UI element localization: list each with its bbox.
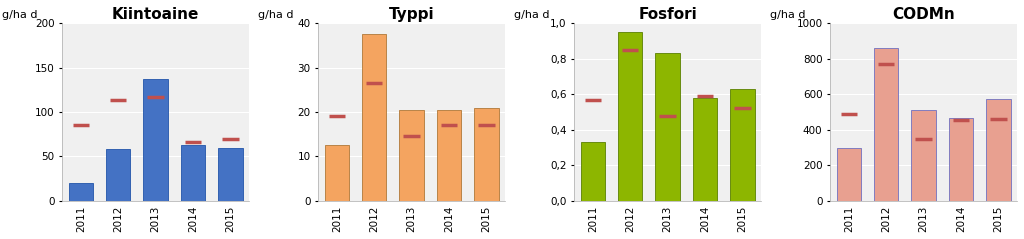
Title: CODMn: CODMn [892, 7, 955, 22]
Bar [362, 34, 386, 201]
Title: Typpi: Typpi [389, 7, 434, 22]
Bar [474, 108, 499, 201]
Bar [143, 79, 168, 201]
Bar [325, 145, 349, 201]
Bar [581, 142, 605, 201]
Bar [693, 98, 717, 201]
Text: g/ha d: g/ha d [770, 10, 806, 20]
Bar [655, 53, 680, 201]
Bar [837, 147, 861, 201]
Bar [949, 118, 973, 201]
Bar [986, 99, 1011, 201]
Bar [618, 32, 642, 201]
Text: g/ha d: g/ha d [2, 10, 38, 20]
Bar [911, 110, 936, 201]
Bar [218, 148, 243, 201]
Bar [437, 110, 461, 201]
Bar [181, 145, 205, 201]
Bar [69, 183, 93, 201]
Title: Kiintoaine: Kiintoaine [112, 7, 200, 22]
Text: g/ha d: g/ha d [258, 10, 294, 20]
Bar [874, 48, 898, 201]
Text: g/ha d: g/ha d [514, 10, 550, 20]
Bar [399, 110, 424, 201]
Title: Fosfori: Fosfori [638, 7, 697, 22]
Bar [730, 89, 755, 201]
Bar [106, 149, 130, 201]
